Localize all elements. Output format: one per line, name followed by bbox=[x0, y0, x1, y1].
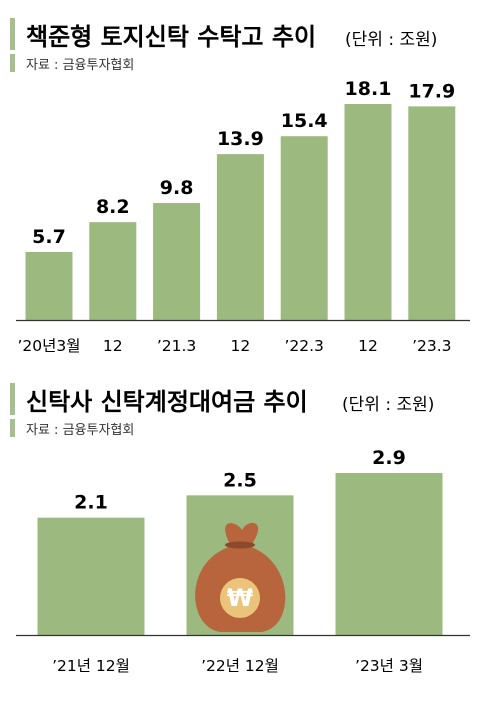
bar bbox=[216, 154, 264, 320]
data-label: 9.8 bbox=[160, 177, 194, 199]
source-accent-bar bbox=[10, 54, 15, 72]
data-label: 2.5 bbox=[223, 469, 257, 491]
money-bag-won-icon: ₩ bbox=[195, 522, 286, 632]
bar bbox=[335, 473, 443, 635]
x-tick-label: 12 bbox=[231, 337, 251, 355]
bar bbox=[408, 106, 456, 320]
x-tick-label: ’21.3 bbox=[157, 337, 196, 355]
data-label: 2.1 bbox=[74, 492, 108, 514]
chart-1-title: 책준형 토지신탁 수탁고 추이 bbox=[26, 23, 316, 51]
chart-2-source: 자료 : 금융투자협회 bbox=[26, 423, 134, 438]
x-tick-label: ’21년 12월 bbox=[52, 657, 130, 675]
x-tick-label: 12 bbox=[103, 337, 123, 355]
x-tick-label: ’23.3 bbox=[412, 337, 451, 355]
chart-2-title: 신탁사 신탁계정대여금 추이 bbox=[26, 388, 308, 416]
bar bbox=[37, 517, 145, 635]
x-tick-label: ’22년 12월 bbox=[201, 657, 279, 675]
bar bbox=[280, 136, 328, 320]
data-label: 8.2 bbox=[96, 196, 130, 218]
bar bbox=[89, 222, 137, 320]
bar bbox=[25, 251, 73, 320]
chart-1-plot: 5.7 ’20년3월 8.2 12 9.8 ’21.3 13.9 12 15.4 ’22.3 18.… bbox=[16, 78, 470, 355]
chart-1-unit: (단위 : 조원) bbox=[345, 30, 437, 50]
x-tick-label: ’23년 3월 bbox=[355, 657, 423, 675]
data-label: 5.7 bbox=[32, 226, 66, 248]
chart-2-unit: (단위 : 조원) bbox=[342, 395, 434, 415]
title-accent-bar bbox=[10, 383, 15, 415]
title-accent-bar bbox=[10, 18, 15, 50]
source-accent-bar bbox=[10, 419, 15, 437]
chart-2-plot: 2.1 ’21년 12월 2.5 ’22년 12월 2.9 ’23년 3월 ₩ bbox=[16, 447, 470, 675]
x-tick-label: ’20년3월 bbox=[17, 337, 80, 355]
data-label: 17.9 bbox=[408, 80, 455, 102]
bar bbox=[344, 104, 392, 320]
data-label: 18.1 bbox=[345, 78, 392, 100]
data-label: 13.9 bbox=[217, 128, 264, 150]
chart-1-source: 자료 : 금융투자협회 bbox=[26, 58, 134, 73]
data-label: 2.9 bbox=[372, 447, 406, 469]
data-label: 15.4 bbox=[281, 110, 328, 132]
bar bbox=[153, 203, 201, 320]
x-tick-label: ’22.3 bbox=[284, 337, 323, 355]
x-tick-label: 12 bbox=[358, 337, 378, 355]
svg-text:₩: ₩ bbox=[227, 584, 254, 612]
